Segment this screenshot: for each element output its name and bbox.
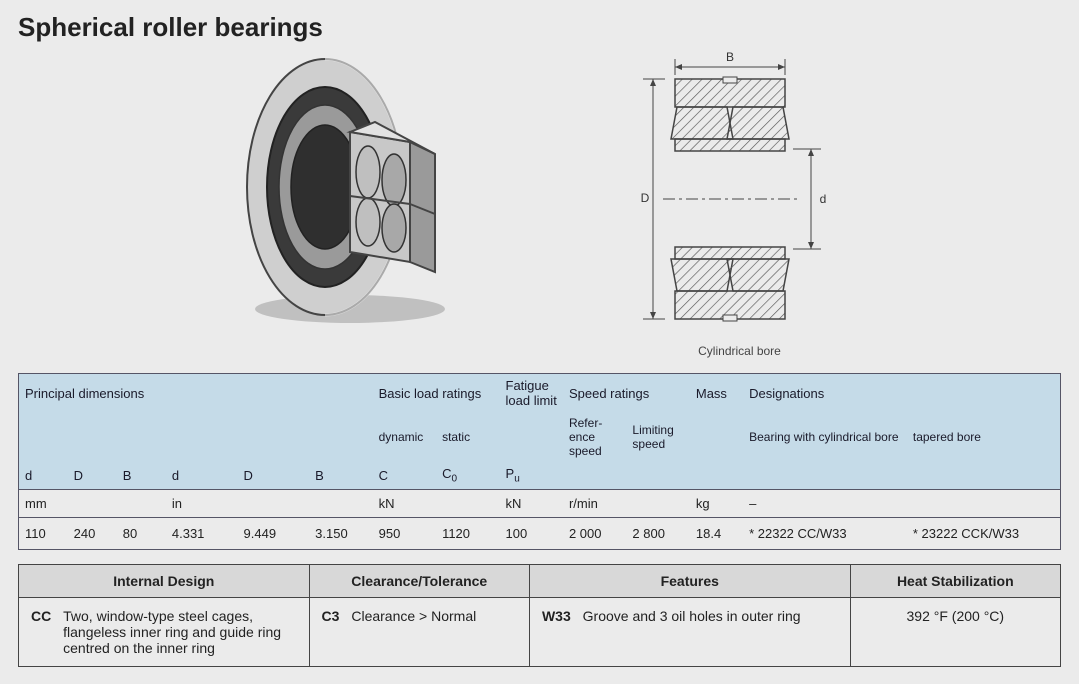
val-ref-speed: 2 000 bbox=[563, 517, 626, 549]
sym-D2: D bbox=[238, 462, 310, 489]
unit-mm: mm bbox=[19, 489, 166, 517]
val-D-mm: 240 bbox=[68, 517, 117, 549]
unit-in: in bbox=[166, 489, 373, 517]
unit-rmin: r/min bbox=[563, 489, 690, 517]
sym-C0: C0 bbox=[436, 462, 499, 489]
svg-text:B: B bbox=[725, 50, 733, 64]
feat-h1: Internal Design bbox=[19, 564, 310, 597]
val-d-mm: 110 bbox=[19, 517, 68, 549]
val-mass: 18.4 bbox=[690, 517, 743, 549]
sym-B: B bbox=[117, 462, 166, 489]
feat-c2: C3 Clearance > Normal bbox=[309, 597, 529, 666]
sym-C: C bbox=[373, 462, 436, 489]
hdr-designations: Designations bbox=[743, 374, 1060, 413]
hero-figures: B D d bbox=[18, 47, 1061, 367]
unit-dash: – bbox=[743, 489, 1060, 517]
schematic-caption: Cylindrical bore bbox=[615, 344, 865, 358]
val-lim-speed: 2 800 bbox=[626, 517, 689, 549]
hdr-principal: Principal dimensions bbox=[19, 374, 373, 413]
feat-h3: Features bbox=[529, 564, 850, 597]
hdr-fatigue: Fatigue load limit bbox=[500, 374, 563, 413]
feat-c2-text: Clearance > Normal bbox=[351, 608, 476, 624]
sym-D: D bbox=[68, 462, 117, 489]
feat-c3: W33 Groove and 3 oil holes in outer ring bbox=[529, 597, 850, 666]
hdr-speed: Speed ratings bbox=[563, 374, 690, 413]
feat-c3-text: Groove and 3 oil holes in outer ring bbox=[583, 608, 833, 624]
hdr-basic-load: Basic load ratings bbox=[373, 374, 500, 413]
spec-table: Principal dimensions Basic load ratings … bbox=[18, 373, 1061, 550]
val-desig-cyl: * 22322 CC/W33 bbox=[743, 517, 907, 549]
svg-text:D: D bbox=[640, 191, 649, 205]
val-d-in: 4.331 bbox=[166, 517, 238, 549]
val-B-mm: 80 bbox=[117, 517, 166, 549]
feat-c2-code: C3 bbox=[322, 608, 340, 624]
bearing-schematic: B D d bbox=[615, 47, 865, 337]
hdr-desig-tap: tapered bore bbox=[907, 412, 1061, 462]
unit-kg: kg bbox=[690, 489, 743, 517]
feat-h2: Clearance/Tolerance bbox=[309, 564, 529, 597]
val-desig-tap: * 23222 CCK/W33 bbox=[907, 517, 1061, 549]
hdr-static: static bbox=[436, 412, 499, 462]
val-Pu: 100 bbox=[500, 517, 563, 549]
feat-c3-code: W33 bbox=[542, 608, 571, 624]
hdr-desig-cyl: Bearing with cylindrical bore bbox=[743, 412, 907, 462]
feat-c1-code: CC bbox=[31, 608, 51, 624]
val-C0: 1120 bbox=[436, 517, 499, 549]
hdr-mass: Mass bbox=[690, 374, 743, 413]
svg-text:d: d bbox=[819, 192, 826, 206]
sym-d: d bbox=[19, 462, 68, 489]
sym-d2: d bbox=[166, 462, 238, 489]
hdr-dynamic: dynamic bbox=[373, 412, 436, 462]
sym-Pu: Pu bbox=[500, 462, 563, 489]
table-row: 110 240 80 4.331 9.449 3.150 950 1120 10… bbox=[19, 517, 1061, 549]
unit-kN2: kN bbox=[500, 489, 563, 517]
page-title: Spherical roller bearings bbox=[18, 12, 1061, 43]
sym-B2: B bbox=[309, 462, 372, 489]
val-C: 950 bbox=[373, 517, 436, 549]
feat-h4: Heat Stabilization bbox=[850, 564, 1060, 597]
feat-c1: CC Two, window-type steel cages, flangel… bbox=[19, 597, 310, 666]
val-D-in: 9.449 bbox=[238, 517, 310, 549]
hdr-lim-speed: Limiting speed bbox=[626, 412, 689, 462]
hdr-ref-speed: Refer-ence speed bbox=[563, 412, 626, 462]
feat-c4: 392 °F (200 °C) bbox=[850, 597, 1060, 666]
feat-c1-text: Two, window-type steel cages, flangeless… bbox=[63, 608, 293, 656]
bearing-3d-illustration bbox=[215, 37, 475, 327]
val-B-in: 3.150 bbox=[309, 517, 372, 549]
feature-table: Internal Design Clearance/Tolerance Feat… bbox=[18, 564, 1061, 667]
unit-kN: kN bbox=[373, 489, 500, 517]
